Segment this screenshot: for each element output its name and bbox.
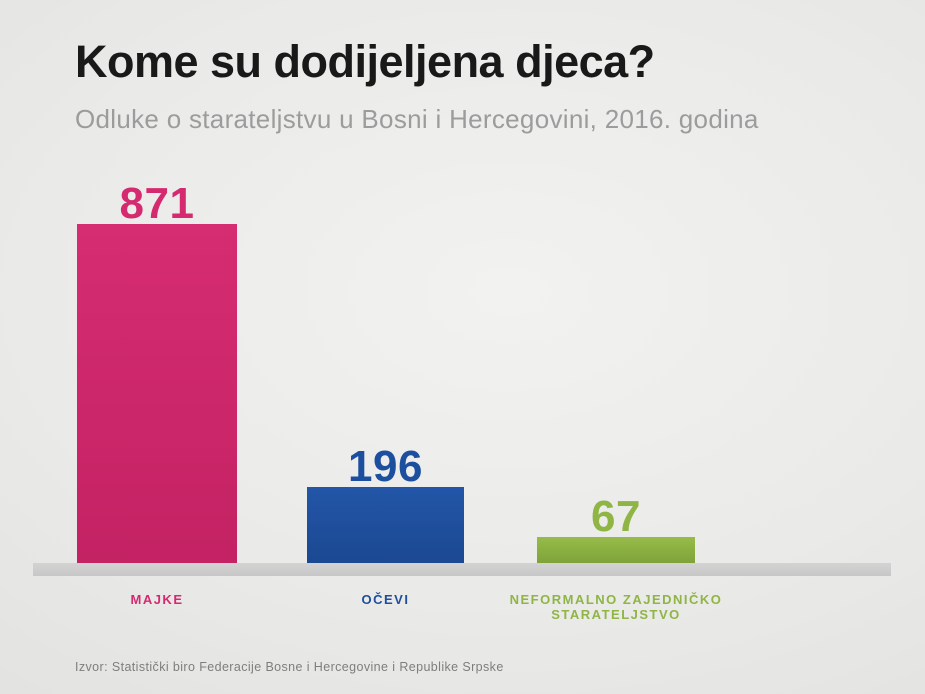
value-label-fathers: 196: [348, 442, 423, 491]
bar-informal-joint-custody: [537, 537, 695, 563]
category-label-informal-joint-custody: NEFORMALNO ZAJEDNIČKO STARATELJSTVO: [509, 592, 723, 622]
source-attribution: Izvor: Statistički biro Federacije Bosne…: [75, 660, 504, 674]
value-label-informal-joint-custody: 67: [591, 492, 641, 541]
value-label-mothers: 871: [119, 179, 195, 228]
chart-title: Kome su dodijeljena djeca?: [75, 36, 655, 87]
bar-fathers: [307, 487, 464, 563]
x-axis-baseline: [33, 563, 891, 576]
bar-mothers: [77, 224, 237, 563]
category-label-fathers: OČEVI: [361, 592, 410, 607]
chart-subtitle: Odluke o starateljstvu u Bosni i Hercego…: [75, 104, 759, 134]
category-label-mothers: MAJKE: [130, 592, 184, 607]
